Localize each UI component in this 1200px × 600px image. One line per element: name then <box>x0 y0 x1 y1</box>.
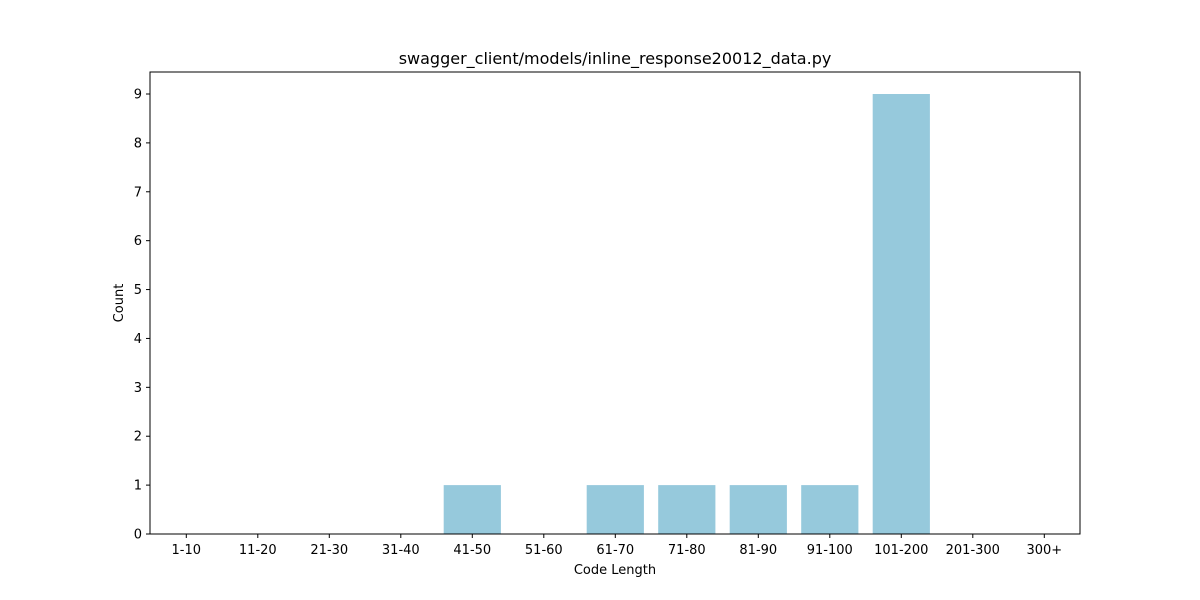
bar-101-200 <box>872 94 930 534</box>
x-tick-label: 300+ <box>1026 543 1062 558</box>
y-tick-label: 8 <box>134 136 142 151</box>
x-tick-label: 71-80 <box>668 543 706 558</box>
plot-frame <box>149 71 1081 535</box>
bar-41-50 <box>443 485 501 534</box>
bars-group <box>443 94 930 534</box>
x-tick-label: 51-60 <box>525 543 563 558</box>
x-axis: 1-10 11-20 21-30 31-40 41-50 51-60 61-70 71-80 8… <box>172 534 1062 558</box>
bar-91-100 <box>801 485 859 534</box>
x-tick-label: 201-300 <box>946 543 1000 558</box>
bar-81-90 <box>729 485 787 534</box>
y-tick-label: 4 <box>134 332 142 347</box>
chart-title: swagger_client/models/inline_response200… <box>399 49 832 69</box>
y-tick-label: 7 <box>134 185 142 200</box>
y-axis-label: Count <box>112 284 127 323</box>
y-tick-label: 3 <box>134 381 142 396</box>
x-tick-label: 31-40 <box>382 543 420 558</box>
x-tick-label: 91-100 <box>807 543 853 558</box>
y-tick-label: 0 <box>134 528 142 543</box>
x-tick-label: 1-10 <box>172 543 202 558</box>
x-tick-label: 41-50 <box>453 543 491 558</box>
bar-61-70 <box>586 485 644 534</box>
bar-71-80 <box>658 485 716 534</box>
x-tick-label: 61-70 <box>596 543 634 558</box>
x-tick-label: 101-200 <box>874 543 928 558</box>
y-axis: 0 1 2 3 4 5 6 7 8 9 <box>134 88 150 543</box>
x-axis-label: Code Length <box>574 563 656 578</box>
x-tick-label: 21-30 <box>310 543 348 558</box>
y-tick-label: 6 <box>134 234 142 249</box>
y-tick-label: 2 <box>134 430 142 445</box>
y-tick-label: 1 <box>134 479 142 494</box>
x-tick-label: 81-90 <box>739 543 777 558</box>
y-tick-label: 9 <box>134 88 142 103</box>
y-tick-label: 5 <box>134 283 142 298</box>
x-tick-label: 11-20 <box>239 543 277 558</box>
